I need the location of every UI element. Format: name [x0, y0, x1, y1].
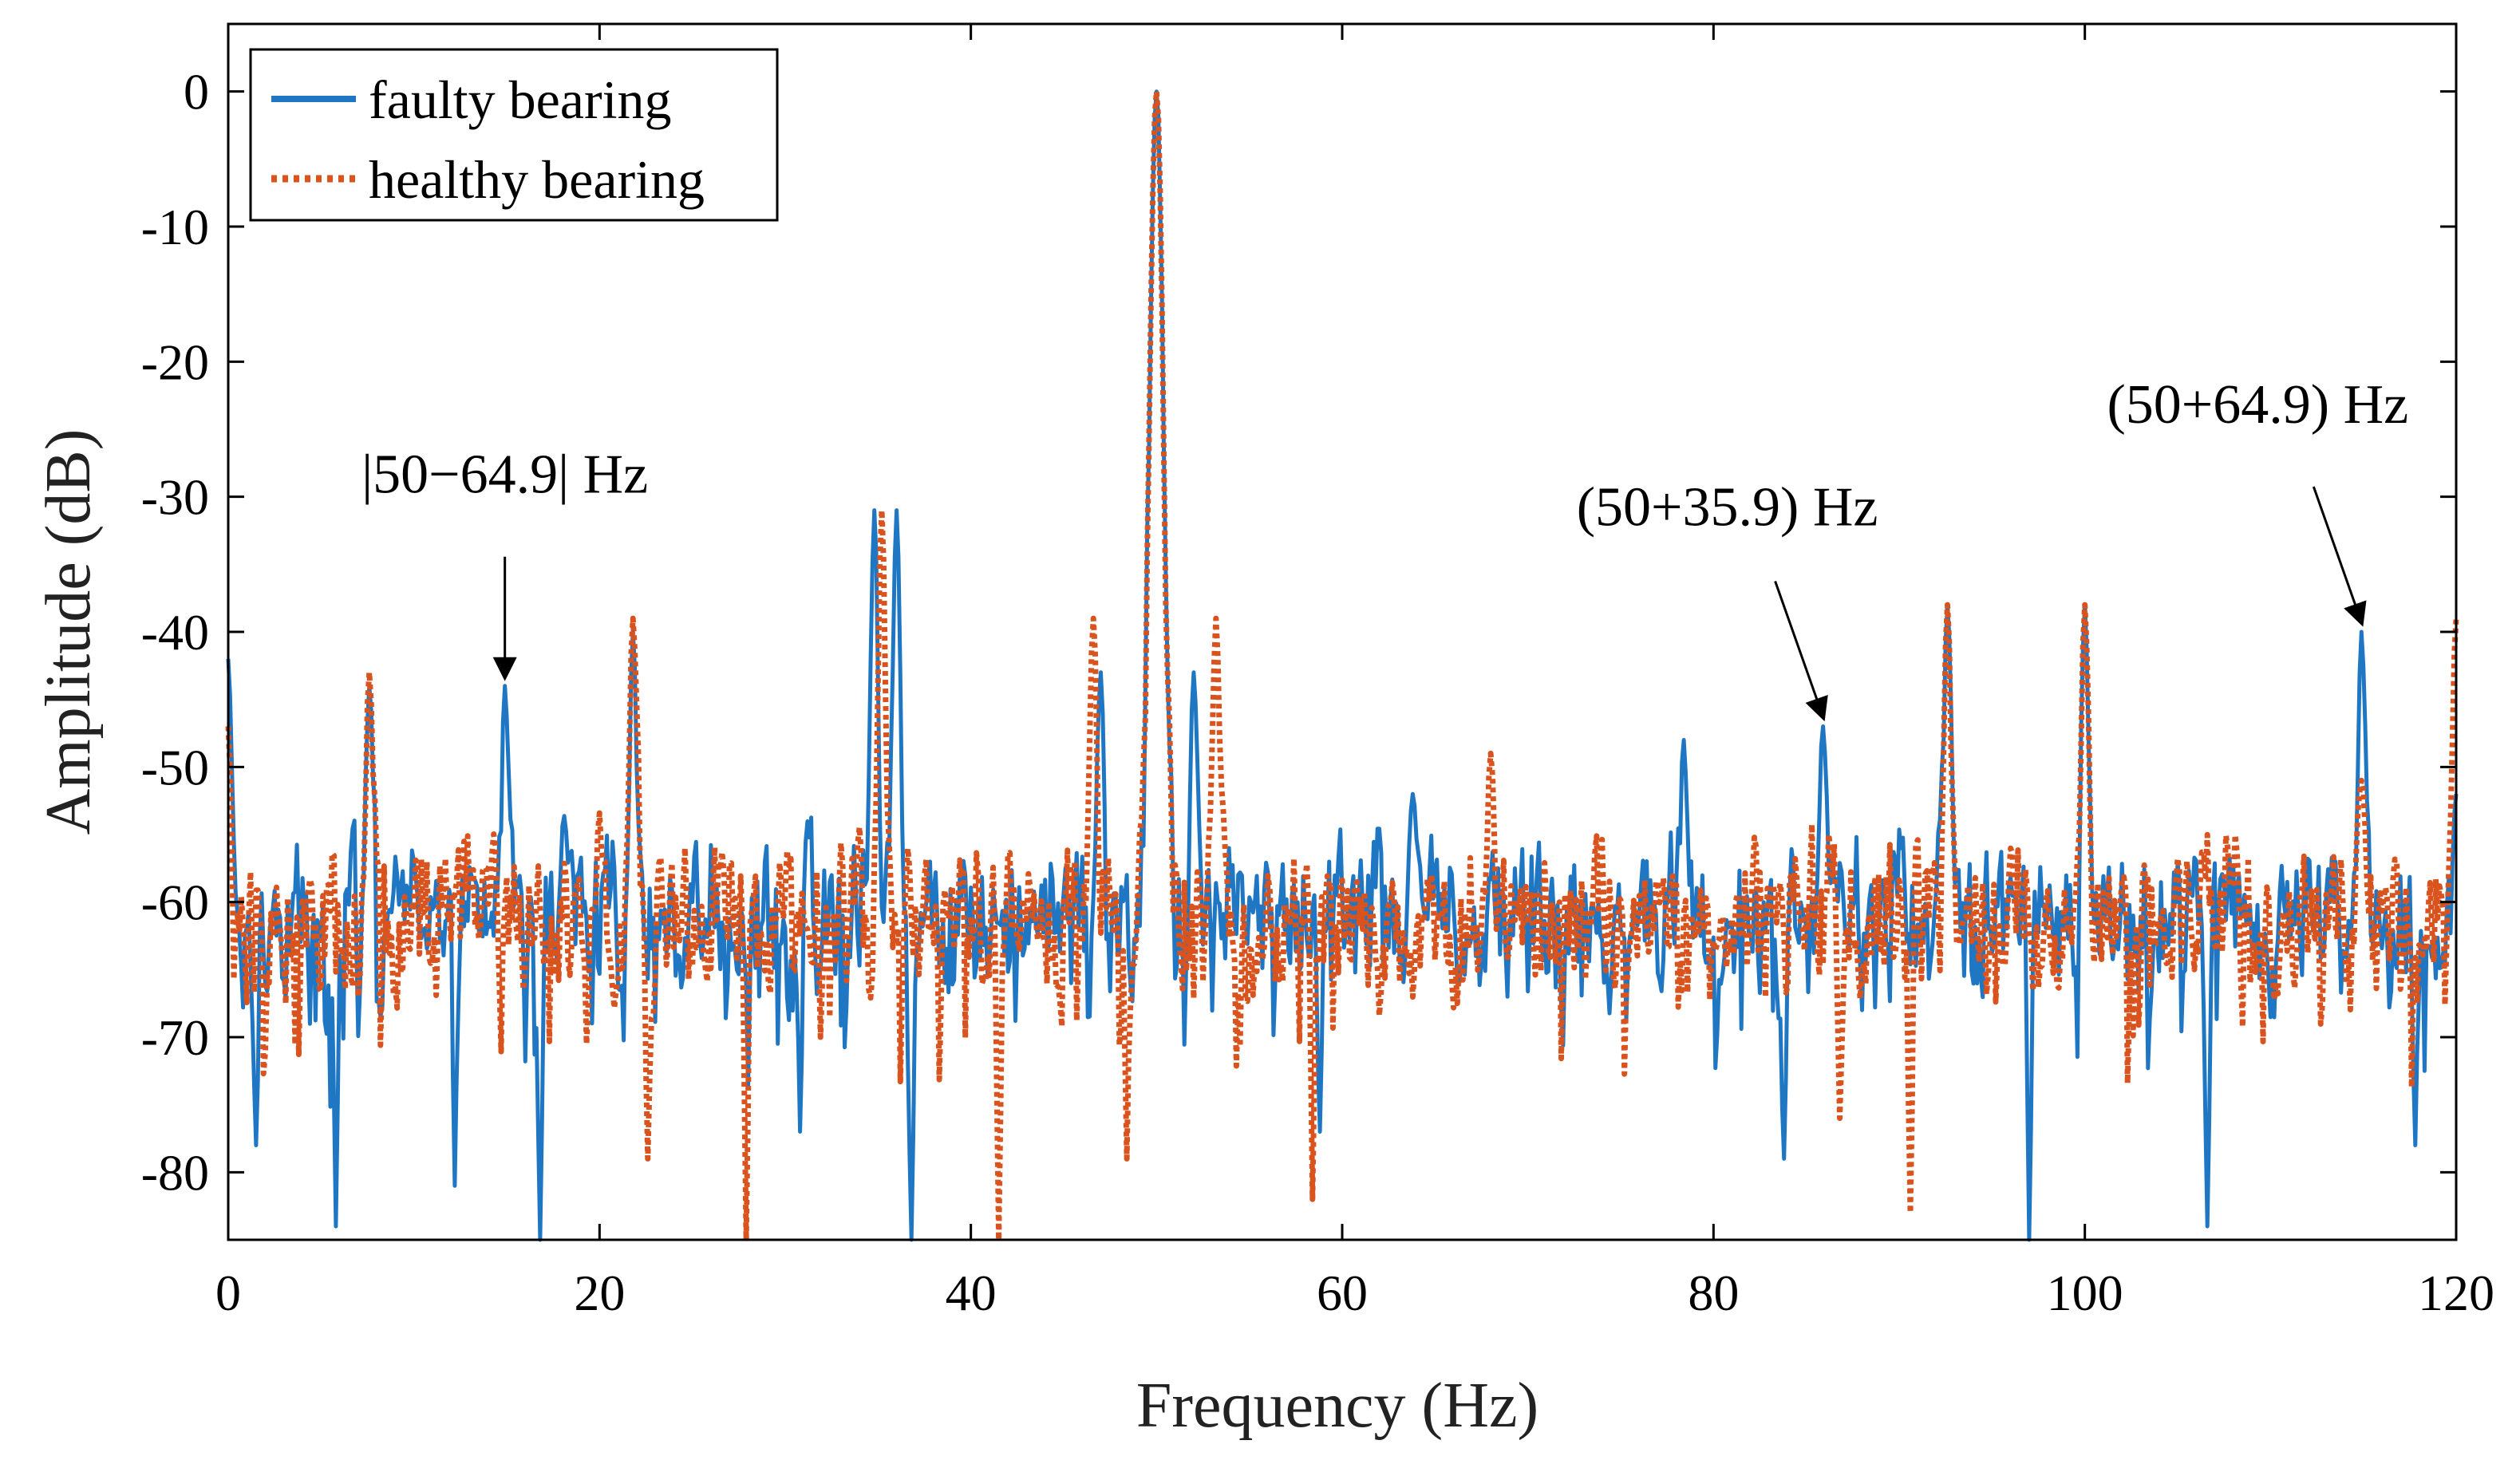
x-tick-label: 0 — [215, 1265, 241, 1321]
annotation-layer: |50−64.9| Hz (50+35.9) Hz (50+64.9) Hz — [361, 374, 2408, 722]
y-tick-label: -50 — [141, 739, 209, 795]
y-tick-label: -10 — [141, 199, 209, 255]
y-tick-label: -80 — [141, 1144, 209, 1201]
y-tick-label: 0 — [184, 64, 209, 120]
annotation-label: (50+64.9) Hz — [2107, 374, 2408, 436]
x-tick-label: 60 — [1317, 1265, 1368, 1321]
y-tick-label: -70 — [141, 1009, 209, 1066]
x-tick-label: 40 — [946, 1265, 997, 1321]
x-tick-label: 100 — [2047, 1265, 2123, 1321]
annotation-label: (50+35.9) Hz — [1577, 477, 1878, 539]
x-tick-label: 80 — [1688, 1265, 1739, 1321]
annotation-arrow — [1774, 581, 1828, 722]
legend-label-faulty: faulty bearing — [369, 69, 672, 130]
y-tick-label: -40 — [141, 604, 209, 661]
tick-layer: 0 20 40 60 80 100 120 0 -10 -20 -30 -40 -50 -60 -70 -80 — [141, 24, 2494, 1321]
y-tick-label: -20 — [141, 333, 209, 390]
annotation-label: |50−64.9| Hz — [361, 444, 648, 506]
x-tick-label: 20 — [574, 1265, 625, 1321]
legend-label-healthy: healthy bearing — [369, 149, 705, 210]
x-axis-label: Frequency (Hz) — [1136, 1371, 1538, 1441]
y-tick-label: -30 — [141, 469, 209, 526]
series-line-healthy — [225, 89, 2459, 1243]
y-tick-label: -60 — [141, 874, 209, 931]
series-layer — [225, 89, 2459, 1243]
annotation-arrow — [2312, 486, 2367, 627]
legend: faulty bearing healthy bearing — [249, 48, 779, 222]
legend-box — [249, 48, 779, 222]
x-tick-label: 120 — [2418, 1265, 2494, 1321]
y-axis-label: Amplitude (dB) — [34, 429, 104, 835]
